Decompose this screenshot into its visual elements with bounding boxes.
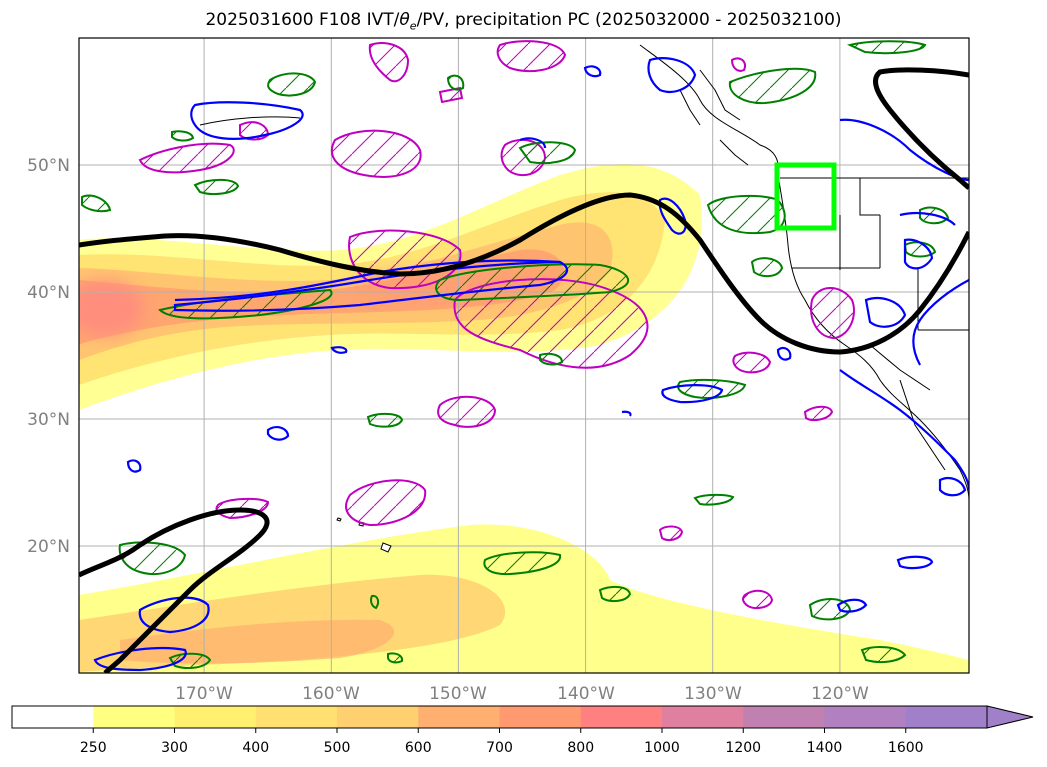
colorbar-swatch bbox=[418, 706, 500, 728]
colorbar-tick-label: 1000 bbox=[644, 740, 680, 756]
lat-axis: 50°N 40°N 30°N 20°N bbox=[27, 156, 70, 557]
colorbar: 250 300 400 500 600 700 800 1000 1200 1400 1600 bbox=[11, 705, 1034, 756]
precip-negative-contours bbox=[138, 40, 855, 609]
colorbar-tick-label: 1400 bbox=[807, 740, 843, 756]
ivt-band-south bbox=[79, 524, 969, 673]
map-plot-area bbox=[79, 38, 969, 673]
lat-label-20: 20°N bbox=[27, 537, 70, 557]
colorbar-swatch bbox=[580, 706, 663, 728]
lat-label-30: 30°N bbox=[27, 410, 70, 430]
colorbar-swatch bbox=[12, 706, 94, 728]
map-title: 2025031600 F108 IVT/θe/PV, precipitation… bbox=[0, 10, 1047, 32]
lon-label-140w: 140°W bbox=[557, 684, 615, 704]
colorbar-swatch bbox=[174, 706, 257, 728]
title-subscript: e bbox=[409, 19, 417, 33]
lon-axis: 170°W 160°W 150°W 140°W 130°W 120°W bbox=[175, 684, 869, 704]
colorbar-tick-label: 600 bbox=[405, 740, 432, 756]
title-theta: θ bbox=[399, 10, 410, 30]
lon-label-120w: 120°W bbox=[811, 684, 869, 704]
colorbar-swatch bbox=[93, 706, 175, 728]
colorbar-tick-label: 700 bbox=[486, 740, 513, 756]
colorbar-tick-label: 800 bbox=[567, 740, 594, 756]
colorbar-swatch bbox=[337, 706, 419, 728]
map-frame bbox=[78, 37, 970, 674]
colorbar-tick-label: 1600 bbox=[888, 740, 924, 756]
colorbar-tick-label: 250 bbox=[80, 740, 107, 756]
lon-label-170w: 170°W bbox=[175, 684, 233, 704]
highlight-box bbox=[774, 162, 837, 231]
colorbar-tick-label: 400 bbox=[242, 740, 269, 756]
theta-e-contours bbox=[79, 67, 969, 673]
colorbar-labels: 250 300 400 500 600 700 800 1000 1200 1400 1600 bbox=[80, 728, 924, 756]
lon-label-130w: 130°W bbox=[684, 684, 742, 704]
lon-label-160w: 160°W bbox=[302, 684, 360, 704]
colorbar-swatch bbox=[662, 706, 744, 728]
lat-label-50: 50°N bbox=[27, 156, 70, 176]
colorbar-extend-arrow bbox=[986, 705, 1034, 729]
lon-label-150w: 150°W bbox=[429, 684, 487, 704]
colorbar-tick-label: 500 bbox=[324, 740, 351, 756]
lat-label-40: 40°N bbox=[27, 283, 70, 303]
colorbar-swatch bbox=[824, 706, 907, 728]
title-prefix: 2025031600 F108 IVT/ bbox=[205, 10, 400, 30]
colorbar-swatch bbox=[499, 706, 582, 728]
colorbar-swatch bbox=[905, 706, 988, 728]
colorbar-swatch bbox=[255, 706, 338, 728]
colorbar-swatch bbox=[743, 706, 825, 728]
colorbar-tick-label: 1200 bbox=[725, 740, 761, 756]
coastline bbox=[199, 44, 969, 501]
colorbar-tick-label: 300 bbox=[161, 740, 188, 756]
title-suffix: /PV, precipitation PC (2025032000 - 2025… bbox=[416, 10, 842, 30]
colorbar-swatches bbox=[12, 706, 988, 728]
